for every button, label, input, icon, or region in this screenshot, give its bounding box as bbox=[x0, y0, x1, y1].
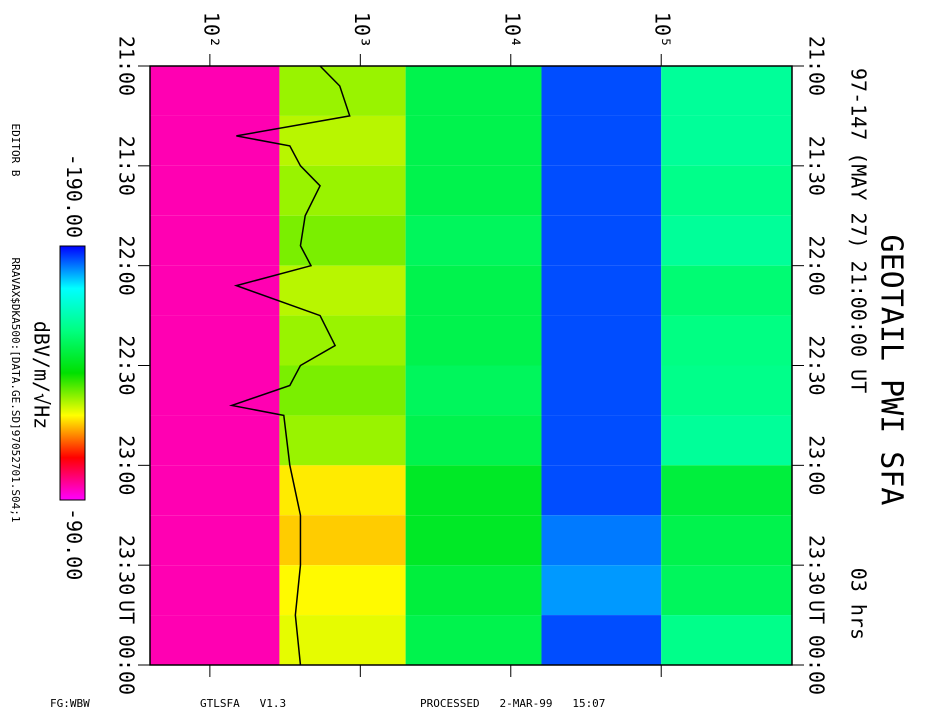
x-tick-label: 10² bbox=[199, 12, 223, 48]
spectrogram-cell bbox=[279, 565, 406, 616]
spectrogram-cell bbox=[150, 565, 280, 616]
spectrogram-cell bbox=[150, 165, 280, 216]
y-tick-label: 21:00 bbox=[805, 36, 829, 96]
spectrogram-cell bbox=[661, 165, 792, 216]
spectrogram-cell bbox=[541, 515, 662, 566]
spectrogram-cell bbox=[279, 66, 406, 116]
spectrogram-cell bbox=[279, 615, 406, 665]
y-tick-label: 23:00 bbox=[805, 435, 829, 495]
spectrogram-cell bbox=[405, 465, 542, 516]
y-tick-label: 21:30 bbox=[805, 136, 829, 196]
y-tick-label: 23:30 bbox=[115, 535, 139, 595]
spectrogram-cell bbox=[661, 515, 792, 566]
spectrogram-cell bbox=[150, 215, 280, 266]
ut-label: UT bbox=[115, 600, 139, 624]
spectrogram-cell bbox=[541, 215, 662, 266]
spectrogram-cell bbox=[279, 365, 406, 416]
spectrogram-cell bbox=[279, 515, 406, 566]
spectrogram-cell bbox=[279, 265, 406, 316]
spectrogram-cell bbox=[661, 315, 792, 366]
chart-title: GEOTAIL PWI SFA bbox=[874, 235, 909, 506]
subtitle: 97-147 (MAY 27) 21:00:00 UT bbox=[847, 68, 871, 393]
spectrogram-cell bbox=[279, 315, 406, 366]
x-tick-label: 10⁵ bbox=[651, 12, 675, 48]
y-tick-label: 00:00 bbox=[805, 635, 829, 695]
spectrogram-cell bbox=[405, 515, 542, 566]
spectrogram-cell bbox=[661, 565, 792, 616]
spectrogram-cell bbox=[279, 115, 406, 166]
y-tick-label: 21:00 bbox=[115, 36, 139, 96]
spectrogram-cell bbox=[150, 66, 280, 116]
x-tick-label: 10⁴ bbox=[500, 12, 524, 48]
footer: PROCESSED 2-MAR-99 15:07 bbox=[420, 697, 605, 710]
spectrogram-cell bbox=[541, 315, 662, 366]
spectrogram-cell bbox=[150, 465, 280, 516]
spectrogram-cell bbox=[661, 615, 792, 665]
spectrogram-cell bbox=[150, 265, 280, 316]
y-tick-label: 22:30 bbox=[115, 335, 139, 395]
spectrogram-cell bbox=[661, 66, 792, 116]
footer: GTLSFA V1.3 bbox=[200, 697, 286, 710]
colorbar bbox=[59, 245, 86, 501]
colorbar-tick-label: -90.00 bbox=[62, 508, 86, 580]
spectrogram-cell bbox=[661, 465, 792, 516]
spectrogram-cell bbox=[661, 215, 792, 266]
spectrogram-cell bbox=[405, 315, 542, 366]
spectrogram-cell bbox=[150, 415, 280, 466]
colorbar-tick-label: -190.00 bbox=[62, 154, 86, 238]
spectrogram-cell bbox=[150, 515, 280, 566]
spectrogram-cell bbox=[405, 165, 542, 216]
spectrogram-cell bbox=[541, 365, 662, 416]
spectrogram-cell bbox=[405, 265, 542, 316]
spectrogram-cell bbox=[541, 615, 662, 665]
y-tick-label: 00:00 bbox=[115, 635, 139, 695]
spectrogram-cell bbox=[150, 115, 280, 166]
y-tick-label: 21:30 bbox=[115, 136, 139, 196]
duration: 03 hrs bbox=[847, 568, 871, 640]
spectrogram-cell bbox=[541, 465, 662, 516]
spectrogram-cell bbox=[405, 365, 542, 416]
spectrogram-cell bbox=[661, 415, 792, 466]
spectrogram-cell bbox=[405, 565, 542, 616]
spectrogram-cell bbox=[541, 265, 662, 316]
spectrogram-cell bbox=[541, 66, 662, 116]
x-tick-label: 10³ bbox=[350, 12, 374, 48]
spectrogram-cell bbox=[150, 615, 280, 665]
spectrogram-cell bbox=[150, 315, 280, 366]
spectrogram-cell bbox=[405, 415, 542, 466]
trace-line bbox=[228, 65, 351, 666]
spectrogram-cell bbox=[150, 365, 280, 416]
spectrogram-cell bbox=[405, 215, 542, 266]
colorbar-label: dBV/m/√Hz bbox=[30, 321, 54, 429]
y-tick-label: 23:30 bbox=[805, 535, 829, 595]
footer: FG:WBW bbox=[50, 697, 90, 710]
y-tick-label: 22:00 bbox=[805, 236, 829, 296]
spectrogram-cell bbox=[541, 165, 662, 216]
spectrogram-cell bbox=[541, 415, 662, 466]
y-tick-label: 22:30 bbox=[805, 335, 829, 395]
y-tick-label: 23:00 bbox=[115, 435, 139, 495]
spectrogram-cell bbox=[405, 115, 542, 166]
y-tick-label: 22:00 bbox=[115, 236, 139, 296]
spectrogram-cell bbox=[661, 265, 792, 316]
spectrogram-cell bbox=[279, 165, 406, 216]
spectrogram-cell bbox=[541, 565, 662, 616]
spectrogram-cell bbox=[279, 215, 406, 266]
editor: EDITOR B bbox=[9, 124, 22, 177]
file-name: RRAVAX$DKA500:[DATA.GE.SD]97052701.S04;1 bbox=[9, 258, 22, 523]
spectrogram-cell bbox=[661, 365, 792, 416]
spectrogram-cell bbox=[279, 415, 406, 466]
spectrogram-cell bbox=[279, 465, 406, 516]
spectrogram-cell bbox=[405, 615, 542, 665]
spectrogram-cell bbox=[661, 115, 792, 166]
spectrogram-cell bbox=[405, 66, 542, 116]
spectrogram-cell bbox=[541, 115, 662, 166]
ut-label: UT bbox=[805, 600, 829, 624]
